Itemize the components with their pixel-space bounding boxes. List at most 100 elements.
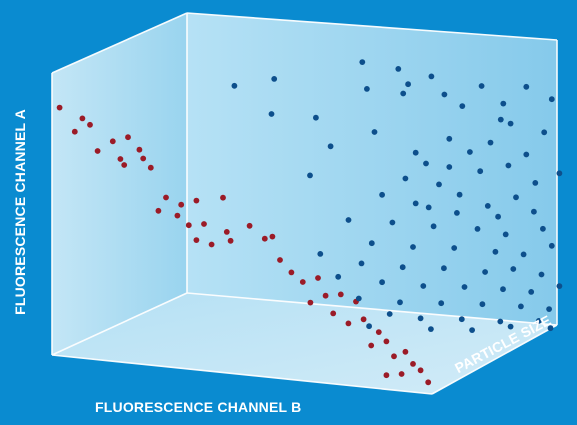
data-point (246, 222, 253, 229)
data-point (201, 221, 207, 227)
data-point (459, 103, 466, 109)
data-point (495, 213, 501, 220)
data-point (556, 170, 563, 177)
data-point (441, 91, 448, 98)
data-point (398, 371, 405, 377)
data-point (193, 197, 200, 204)
x-axis-label: FLUORESCENCE CHANNEL B (95, 399, 302, 415)
data-point (548, 242, 555, 249)
data-point (109, 138, 116, 145)
data-point (531, 208, 537, 215)
data-point (307, 299, 314, 306)
data-point (436, 181, 442, 188)
data-point (474, 226, 481, 232)
data-point (532, 180, 539, 186)
data-point (441, 265, 447, 272)
data-point (410, 244, 416, 250)
data-point (360, 316, 367, 323)
data-point (446, 164, 453, 170)
data-point (277, 257, 283, 263)
data-point (513, 194, 519, 201)
data-point (231, 82, 238, 89)
data-point (399, 264, 406, 271)
data-point (223, 229, 230, 235)
data-point (438, 300, 445, 307)
data-point (451, 245, 458, 251)
data-point (412, 200, 419, 207)
data-point (313, 114, 319, 121)
data-point (454, 210, 460, 216)
data-point (359, 59, 366, 65)
data-point (500, 286, 506, 293)
data-point (523, 151, 530, 158)
data-point (71, 128, 78, 135)
data-point (497, 116, 504, 123)
data-point (425, 204, 432, 211)
data-point (327, 143, 334, 150)
data-point (423, 160, 429, 167)
data-point (410, 361, 416, 367)
data-point (425, 379, 432, 386)
data-point (502, 231, 509, 238)
data-point (345, 217, 352, 223)
data-point (400, 90, 407, 97)
data-point (268, 111, 275, 117)
data-point (271, 76, 278, 82)
data-point (383, 338, 390, 345)
left-wall (52, 13, 187, 355)
data-point (355, 295, 362, 302)
data-point (345, 320, 352, 327)
data-point (507, 323, 514, 330)
data-point (548, 96, 555, 103)
points-layer (56, 59, 563, 386)
data-point (541, 129, 548, 136)
data-point (136, 146, 143, 153)
data-point (315, 275, 321, 281)
data-point (125, 134, 131, 141)
data-point (335, 273, 342, 280)
data-point (288, 269, 295, 276)
data-point (518, 303, 524, 310)
data-point (322, 292, 329, 299)
data-point (391, 353, 397, 360)
data-point (317, 251, 324, 257)
data-point (155, 207, 162, 214)
data-point (420, 283, 427, 289)
data-point (556, 283, 563, 289)
data-point (94, 148, 101, 154)
data-point (540, 225, 546, 232)
data-point (458, 316, 465, 323)
data-point (417, 367, 424, 374)
data-point (140, 155, 147, 162)
data-point (477, 168, 484, 175)
data-point (412, 149, 419, 156)
data-point (538, 271, 545, 278)
data-point (163, 194, 169, 201)
data-point (402, 175, 409, 182)
data-point (121, 162, 128, 168)
data-point (523, 83, 530, 90)
data-point (220, 194, 226, 201)
data-point (484, 203, 491, 209)
data-point (383, 372, 390, 379)
data-point (428, 326, 434, 332)
data-point (307, 172, 313, 179)
data-point (227, 237, 234, 244)
data-point (79, 115, 86, 122)
data-point (386, 311, 393, 317)
data-point (178, 201, 185, 208)
data-point (405, 81, 411, 88)
data-point (469, 327, 475, 333)
data-point (461, 284, 468, 290)
data-point (337, 291, 344, 298)
data-point (395, 66, 402, 72)
data-point (430, 223, 437, 230)
y-axis-label-wrap: FLUORESCENCE CHANNEL A (0, 0, 40, 425)
data-point (261, 235, 268, 242)
data-point (467, 149, 473, 155)
data-point (428, 73, 435, 80)
data-point (456, 191, 463, 198)
data-point (492, 248, 499, 255)
data-point (505, 162, 512, 169)
